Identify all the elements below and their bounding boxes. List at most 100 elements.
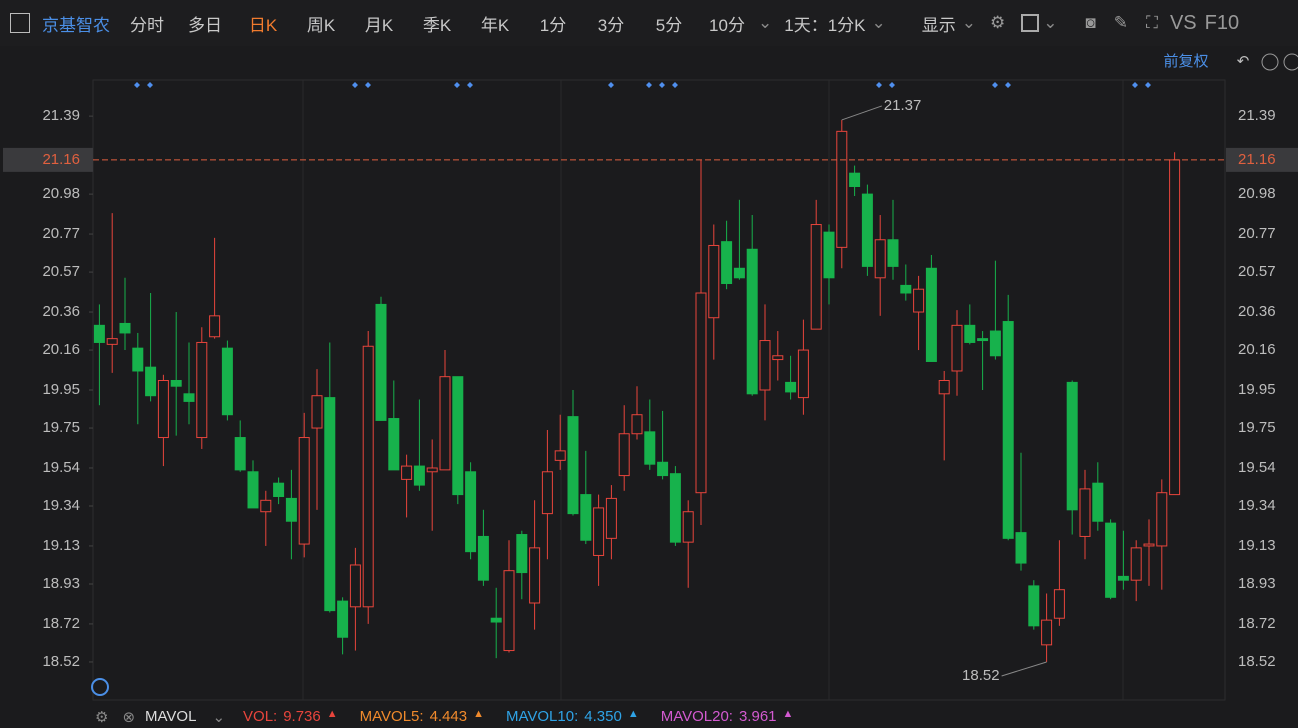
annotation-leader: [841, 105, 882, 121]
candle-body: [669, 473, 681, 543]
dropdown-arrow[interactable]: ⌄: [212, 708, 226, 726]
settings-icon[interactable]: ⚙: [990, 13, 1006, 32]
adjust-button[interactable]: 前复权: [1163, 52, 1208, 70]
stock-name[interactable]: 京基智农: [42, 15, 110, 35]
candle-body: [1156, 492, 1168, 547]
candle-body: [260, 499, 272, 513]
settings-icon[interactable]: ⚙: [95, 708, 109, 726]
period-tab[interactable]: 5分: [655, 15, 683, 35]
period-select[interactable]: 1天：1分K: [784, 15, 866, 35]
undo-icon[interactable]: ↶: [1237, 53, 1250, 70]
camera-icon[interactable]: ◙: [1085, 13, 1096, 32]
candle-body: [349, 564, 361, 608]
close-icon[interactable]: ⊗: [122, 708, 136, 726]
candle-body: [477, 535, 489, 581]
candle-body: [580, 494, 592, 541]
indicator-label: VOL:: [243, 708, 278, 725]
candle-body: [145, 366, 157, 397]
dropdown-arrow[interactable]: ⌄: [871, 13, 886, 32]
fullscreen-icon[interactable]: ⛶: [1146, 13, 1158, 32]
menu-icon[interactable]: [10, 13, 30, 33]
y-tick-label: 19.34: [1238, 497, 1276, 514]
candle-body: [785, 381, 797, 393]
candle-body: [1169, 159, 1181, 496]
indicator-value: 3.961: [738, 708, 777, 725]
candle-body: [311, 395, 323, 429]
period-tab[interactable]: 周K: [306, 15, 336, 35]
last-price-label: 21.16: [42, 151, 80, 168]
candle-body: [183, 393, 195, 402]
period-tab[interactable]: 分时: [130, 15, 164, 35]
candle-body: [324, 397, 336, 612]
candle-body: [119, 322, 131, 334]
indicator-value: 9.736: [283, 708, 321, 725]
period-tab[interactable]: 年K: [480, 15, 510, 35]
period-tab[interactable]: 10分: [709, 15, 745, 35]
period-tab[interactable]: 多日: [188, 15, 222, 35]
candle-body: [1092, 482, 1104, 522]
candle-body: [516, 534, 528, 574]
indicator-name[interactable]: MAVOL: [145, 708, 197, 725]
y-tick-label: 21.39: [42, 107, 80, 124]
candle-body: [721, 241, 733, 284]
candle-body: [285, 497, 297, 522]
candle-body: [1066, 381, 1078, 511]
candle-body: [93, 324, 105, 343]
f10-button[interactable]: F10: [1204, 11, 1240, 34]
period-tab[interactable]: 3分: [597, 15, 625, 35]
candle-body: [247, 471, 259, 509]
chart: 前复权 ↶ 18.52 18.52 18.72 18.72 18.93 18.93 19.1…: [3, 52, 1298, 701]
candle-body: [503, 570, 515, 652]
layout-icon[interactable]: [1021, 14, 1040, 32]
dropdown-arrow[interactable]: ⌄: [758, 13, 773, 32]
zoom-in-icon[interactable]: [1283, 53, 1298, 71]
candle-body: [964, 324, 976, 343]
trend-arrow: ▲: [473, 708, 484, 720]
indicator-item: MAVOL20: 3.961 ▲: [661, 708, 794, 725]
last-price-label: 21.16: [1238, 151, 1276, 168]
period-tab[interactable]: 1分: [539, 15, 567, 35]
candle-body: [746, 248, 758, 395]
candle-body: [657, 461, 669, 477]
candle-body: [1130, 547, 1142, 581]
candle-body: [106, 338, 118, 345]
candle-body: [759, 340, 771, 391]
y-tick-label: 18.72: [1238, 615, 1276, 632]
toolbar: 京基智农 分时 多日 日K 周K 月K 季K 年K 1分 3分 5分 10分 ⌄ 1天：1分K ⌄ …: [0, 0, 1298, 46]
period-tab[interactable]: 季K: [422, 15, 452, 35]
candle-body: [132, 347, 144, 372]
candle-body: [631, 414, 643, 435]
candle-body: [298, 437, 310, 545]
candle-body: [823, 231, 835, 279]
candle-body: [221, 347, 233, 416]
last-price-box: [1226, 147, 1298, 172]
candle-body: [1053, 589, 1065, 619]
y-tick-label: 19.34: [42, 497, 80, 514]
annotation-label: 21.37: [884, 97, 922, 114]
period-tab[interactable]: 月K: [364, 15, 394, 35]
candle-body: [708, 244, 720, 319]
display-button[interactable]: 显示: [921, 15, 956, 35]
indicator-value: 4.443: [429, 708, 468, 725]
y-tick-label: 20.57: [42, 263, 80, 280]
draw-icon[interactable]: ✎: [1113, 13, 1129, 32]
y-tick-label: 19.54: [1238, 459, 1276, 476]
candle-body: [439, 376, 451, 471]
candle-body: [951, 324, 963, 372]
y-tick-label: 19.95: [42, 381, 80, 398]
indicator-value: 4.350: [584, 708, 622, 725]
indicator-label: MAVOL5:: [359, 708, 424, 725]
vs-button[interactable]: VS: [1169, 11, 1197, 34]
candle-body: [209, 315, 221, 338]
zoom-out-icon[interactable]: [1261, 53, 1279, 71]
candle-body: [733, 267, 745, 279]
search-icon[interactable]: [91, 678, 109, 696]
candle-body: [567, 416, 579, 515]
candle-body: [465, 471, 477, 553]
dropdown-arrow[interactable]: ⌄: [1043, 13, 1058, 32]
candle-body: [1105, 522, 1117, 598]
candle-body: [388, 418, 400, 471]
period-tab[interactable]: 日K: [248, 15, 278, 35]
dropdown-arrow[interactable]: ⌄: [961, 13, 976, 32]
